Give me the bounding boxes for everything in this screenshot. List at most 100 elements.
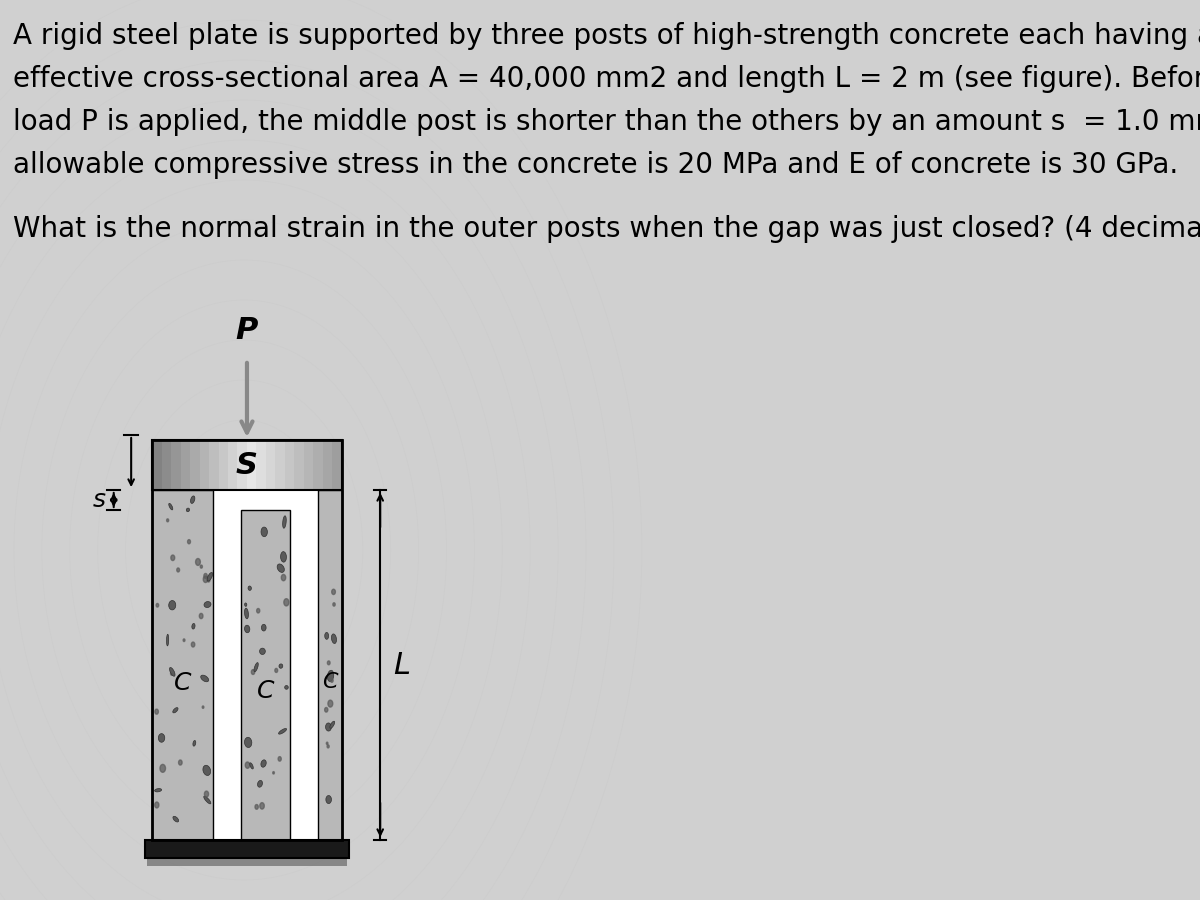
- Ellipse shape: [277, 564, 284, 572]
- Ellipse shape: [186, 508, 190, 512]
- Text: load P is applied, the middle post is shorter than the others by an amount s  = : load P is applied, the middle post is sh…: [12, 108, 1200, 136]
- Ellipse shape: [278, 664, 283, 669]
- Ellipse shape: [204, 601, 211, 608]
- Bar: [172, 440, 181, 490]
- Ellipse shape: [259, 648, 265, 654]
- Ellipse shape: [331, 634, 336, 643]
- Circle shape: [176, 568, 180, 572]
- Ellipse shape: [325, 633, 329, 639]
- Text: S: S: [236, 451, 258, 480]
- Circle shape: [259, 803, 264, 809]
- Ellipse shape: [245, 603, 247, 607]
- Bar: [152, 440, 342, 490]
- Ellipse shape: [262, 625, 266, 631]
- Ellipse shape: [245, 626, 250, 633]
- Text: allowable compressive stress in the concrete is 20 MPa and E of concrete is 30 G: allowable compressive stress in the conc…: [12, 151, 1178, 179]
- Circle shape: [284, 598, 289, 606]
- Ellipse shape: [167, 634, 169, 646]
- Bar: [190, 440, 200, 490]
- Ellipse shape: [325, 723, 331, 731]
- Ellipse shape: [284, 686, 288, 689]
- Text: C: C: [257, 680, 275, 704]
- Circle shape: [203, 576, 208, 582]
- Bar: [318, 490, 342, 840]
- Circle shape: [272, 771, 275, 774]
- Bar: [228, 440, 238, 490]
- Circle shape: [251, 670, 254, 674]
- Circle shape: [155, 709, 158, 715]
- Ellipse shape: [169, 600, 175, 610]
- Circle shape: [332, 603, 335, 606]
- Circle shape: [328, 661, 330, 665]
- Ellipse shape: [204, 796, 211, 804]
- Bar: [304, 440, 314, 490]
- Circle shape: [191, 642, 194, 647]
- Circle shape: [156, 603, 158, 608]
- Bar: [276, 440, 286, 490]
- Text: L: L: [392, 651, 409, 680]
- Bar: [247, 440, 257, 490]
- Bar: [294, 440, 305, 490]
- Circle shape: [257, 608, 259, 613]
- Bar: [238, 440, 247, 490]
- Bar: [323, 440, 334, 490]
- Circle shape: [200, 565, 203, 568]
- Ellipse shape: [158, 734, 164, 742]
- Bar: [180, 440, 191, 490]
- Ellipse shape: [173, 816, 179, 822]
- Circle shape: [160, 764, 166, 772]
- Circle shape: [199, 614, 203, 618]
- Circle shape: [170, 671, 173, 675]
- Ellipse shape: [262, 527, 268, 536]
- Ellipse shape: [283, 516, 287, 528]
- Circle shape: [204, 791, 209, 797]
- Bar: [284, 440, 295, 490]
- Circle shape: [330, 679, 334, 682]
- Circle shape: [325, 707, 328, 712]
- Ellipse shape: [281, 552, 287, 562]
- Circle shape: [196, 559, 200, 565]
- Circle shape: [254, 805, 258, 809]
- Circle shape: [203, 706, 204, 708]
- Ellipse shape: [260, 760, 266, 767]
- Bar: [257, 440, 266, 490]
- Circle shape: [187, 540, 191, 544]
- Circle shape: [326, 742, 328, 744]
- Text: effective cross-sectional area A = 40,000 mm2 and length L = 2 m (see figure). B: effective cross-sectional area A = 40,00…: [12, 65, 1200, 93]
- Ellipse shape: [191, 496, 194, 503]
- Ellipse shape: [200, 675, 209, 682]
- Bar: [218, 440, 229, 490]
- Circle shape: [204, 573, 208, 579]
- Ellipse shape: [208, 572, 212, 581]
- Circle shape: [281, 574, 286, 580]
- Ellipse shape: [326, 796, 331, 804]
- Ellipse shape: [254, 662, 258, 671]
- Ellipse shape: [192, 624, 196, 629]
- Bar: [162, 440, 172, 490]
- Text: C: C: [323, 672, 337, 692]
- Bar: [146, 858, 348, 866]
- Circle shape: [208, 770, 210, 772]
- Ellipse shape: [250, 763, 253, 769]
- Circle shape: [328, 745, 329, 748]
- Text: What is the normal strain in the outer posts when the gap was just closed? (4 de: What is the normal strain in the outer p…: [12, 215, 1200, 243]
- Circle shape: [179, 760, 182, 765]
- Ellipse shape: [155, 788, 162, 792]
- Circle shape: [208, 578, 210, 582]
- Ellipse shape: [245, 737, 252, 748]
- Text: P: P: [235, 316, 258, 345]
- Ellipse shape: [330, 721, 335, 728]
- Ellipse shape: [193, 741, 196, 746]
- Circle shape: [245, 762, 250, 769]
- Bar: [209, 440, 220, 490]
- Bar: [266, 440, 276, 490]
- Bar: [152, 490, 342, 840]
- Bar: [199, 440, 210, 490]
- Ellipse shape: [169, 503, 173, 510]
- Bar: [152, 490, 214, 840]
- Bar: [145, 840, 349, 858]
- Text: C: C: [174, 670, 192, 695]
- Text: A rigid steel plate is supported by three posts of high-strength concrete each h: A rigid steel plate is supported by thre…: [12, 22, 1200, 50]
- Circle shape: [184, 639, 185, 642]
- Ellipse shape: [173, 707, 178, 713]
